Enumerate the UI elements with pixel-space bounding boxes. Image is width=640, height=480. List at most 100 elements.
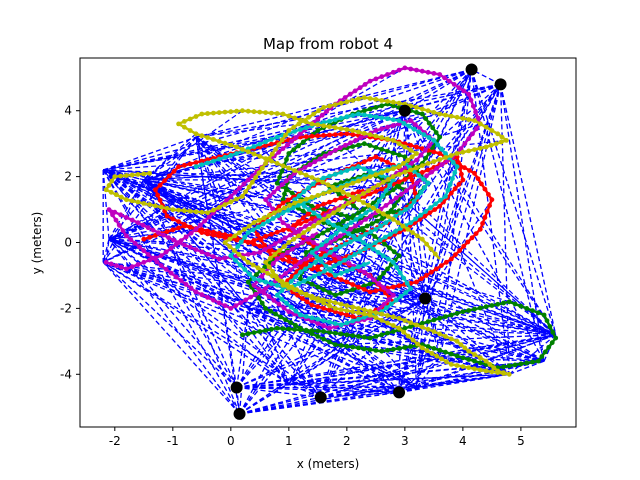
trajectory-point	[354, 228, 360, 234]
trajectory-point	[199, 133, 205, 139]
trajectory-point	[414, 110, 419, 115]
trajectory-point	[233, 303, 239, 308]
trajectory-point	[377, 275, 383, 280]
trajectory-point	[344, 343, 350, 349]
trajectory-point	[205, 160, 211, 166]
trajectory-point	[344, 268, 350, 274]
trajectory-point	[205, 157, 211, 163]
trajectory-point	[439, 356, 444, 362]
trajectory-point	[423, 155, 429, 161]
trajectory-point	[337, 260, 342, 266]
trajectory-point	[422, 213, 428, 219]
trajectory-point	[257, 109, 263, 115]
trajectory-point	[460, 177, 466, 183]
trajectory-point	[280, 282, 286, 288]
trajectory-point	[118, 194, 124, 200]
trajectory-point	[315, 334, 321, 339]
trajectory-point	[193, 164, 199, 170]
trajectory-point	[124, 215, 129, 220]
trajectory-point	[535, 358, 541, 364]
trajectory-point	[303, 292, 309, 298]
trajectory-point	[353, 138, 358, 143]
trajectory-point	[257, 243, 263, 249]
trajectory-point	[261, 290, 267, 296]
trajectory-point	[311, 111, 317, 117]
trajectory-point	[176, 225, 182, 231]
trajectory-point	[437, 347, 443, 353]
trajectory-point	[385, 116, 390, 122]
trajectory-point	[472, 170, 477, 176]
trajectory-point	[448, 336, 454, 342]
trajectory-point	[338, 322, 344, 328]
trajectory-point	[414, 144, 419, 150]
trajectory-point	[301, 278, 307, 284]
trajectory-point	[414, 105, 419, 110]
trajectory-point	[271, 298, 277, 303]
trajectory-point	[443, 314, 448, 319]
trajectory-point	[263, 197, 268, 203]
trajectory-point	[141, 171, 147, 177]
trajectory-point	[452, 170, 458, 176]
trajectory-point	[466, 357, 472, 362]
plot-area	[102, 63, 559, 420]
trajectory-point	[380, 211, 386, 217]
trajectory-point	[472, 352, 477, 357]
trajectory-point	[392, 203, 397, 209]
trajectory-point	[293, 135, 299, 140]
trajectory-point	[246, 184, 252, 190]
trajectory-point	[506, 299, 512, 305]
trajectory-point	[409, 177, 415, 183]
trajectory-point	[187, 161, 193, 167]
trajectory-point	[379, 135, 385, 140]
trajectory-point	[431, 159, 437, 164]
trajectory-point	[448, 312, 454, 318]
trajectory-point	[443, 194, 448, 199]
trajectory-point	[466, 365, 472, 371]
trajectory-point	[405, 333, 411, 339]
trajectory-point	[290, 205, 296, 211]
trajectory-point	[310, 181, 316, 187]
trajectory-point	[315, 304, 321, 310]
trajectory-point	[466, 91, 472, 97]
trajectory-point	[157, 197, 163, 203]
trajectory-point	[309, 302, 315, 308]
trajectory-point	[271, 189, 277, 195]
trajectory-point	[405, 157, 411, 163]
trajectory-point	[337, 233, 343, 239]
trajectory-point	[199, 209, 205, 215]
trajectory-point	[304, 299, 310, 305]
trajectory-point	[338, 131, 344, 137]
trajectory-point	[257, 141, 263, 147]
trajectory-point	[386, 289, 391, 294]
trajectory-point	[344, 99, 350, 105]
trajectory-point	[279, 296, 285, 302]
trajectory-point	[356, 334, 361, 339]
trajectory-point	[240, 194, 245, 199]
blue-dashed-segment	[143, 139, 507, 181]
trajectory-point	[390, 284, 396, 290]
trajectory-point	[542, 349, 548, 355]
trajectory-point	[309, 295, 315, 301]
trajectory-point	[262, 264, 268, 270]
trajectory-point	[431, 149, 437, 155]
trajectory-point	[419, 324, 425, 330]
trajectory-point	[320, 180, 326, 185]
trajectory-point	[344, 303, 350, 308]
trajectory-point	[316, 220, 322, 226]
trajectory-point	[348, 239, 353, 245]
trajectory-point	[198, 222, 203, 228]
trajectory-yellow	[103, 95, 512, 377]
trajectory-point	[373, 105, 379, 110]
trajectory-point	[364, 223, 370, 229]
trajectory-point	[298, 276, 303, 282]
trajectory-point	[408, 220, 414, 226]
trajectory-point	[356, 236, 361, 242]
trajectory-point	[251, 151, 257, 157]
trajectory-point	[332, 171, 338, 177]
trajectory-point	[409, 161, 414, 166]
trajectory-point	[303, 125, 309, 131]
trajectory-point	[275, 213, 281, 219]
blue-dashed-segment	[102, 169, 539, 362]
trajectory-point	[296, 121, 302, 127]
blue-dashed-segment	[102, 169, 301, 329]
